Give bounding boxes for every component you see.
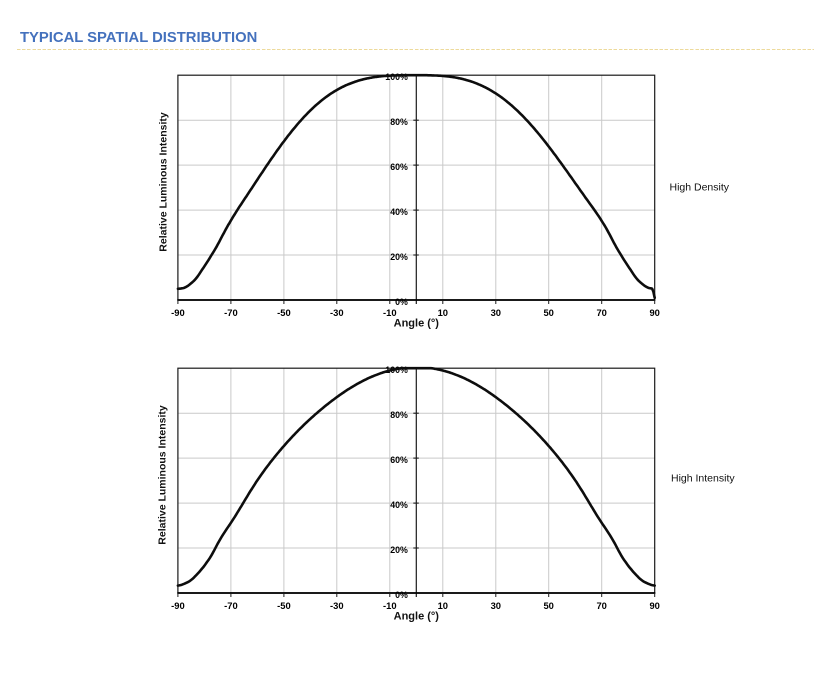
svg-text:20%: 20% bbox=[390, 252, 408, 262]
svg-text:30: 30 bbox=[491, 307, 501, 318]
svg-text:40%: 40% bbox=[390, 500, 408, 510]
svg-text:80%: 80% bbox=[390, 410, 408, 420]
svg-text:Relative Luminous Intensity: Relative Luminous Intensity bbox=[158, 112, 170, 252]
svg-text:90: 90 bbox=[649, 600, 659, 611]
svg-text:-70: -70 bbox=[224, 307, 238, 318]
svg-text:-50: -50 bbox=[277, 600, 291, 611]
svg-text:90: 90 bbox=[649, 307, 659, 318]
svg-text:-90: -90 bbox=[171, 307, 185, 318]
svg-text:30: 30 bbox=[491, 600, 501, 611]
svg-text:70: 70 bbox=[596, 307, 606, 318]
svg-text:10: 10 bbox=[438, 600, 448, 611]
svg-text:80%: 80% bbox=[390, 117, 408, 127]
svg-text:50: 50 bbox=[543, 600, 553, 611]
svg-text:Angle (°): Angle (°) bbox=[394, 318, 440, 330]
svg-text:0%: 0% bbox=[395, 297, 408, 307]
svg-text:20%: 20% bbox=[390, 545, 408, 555]
svg-text:70: 70 bbox=[596, 600, 606, 611]
svg-text:-30: -30 bbox=[330, 307, 344, 318]
svg-text:Relative Luminous Intensity: Relative Luminous Intensity bbox=[157, 405, 169, 545]
svg-text:10: 10 bbox=[438, 307, 448, 318]
svg-text:40%: 40% bbox=[390, 207, 408, 217]
svg-text:50: 50 bbox=[543, 307, 553, 318]
svg-text:-10: -10 bbox=[383, 600, 397, 611]
svg-text:-30: -30 bbox=[330, 600, 344, 611]
svg-text:-90: -90 bbox=[171, 600, 185, 611]
svg-text:-50: -50 bbox=[277, 307, 291, 318]
svg-text:60%: 60% bbox=[390, 455, 408, 465]
svg-text:High Intensity: High Intensity bbox=[671, 473, 735, 485]
svg-text:100%: 100% bbox=[385, 72, 408, 82]
svg-text:60%: 60% bbox=[390, 162, 408, 172]
svg-text:Angle (°): Angle (°) bbox=[394, 611, 440, 623]
svg-text:-70: -70 bbox=[224, 600, 238, 611]
svg-text:0%: 0% bbox=[395, 590, 408, 600]
svg-text:High Density: High Density bbox=[670, 182, 730, 194]
svg-text:-10: -10 bbox=[383, 307, 397, 318]
